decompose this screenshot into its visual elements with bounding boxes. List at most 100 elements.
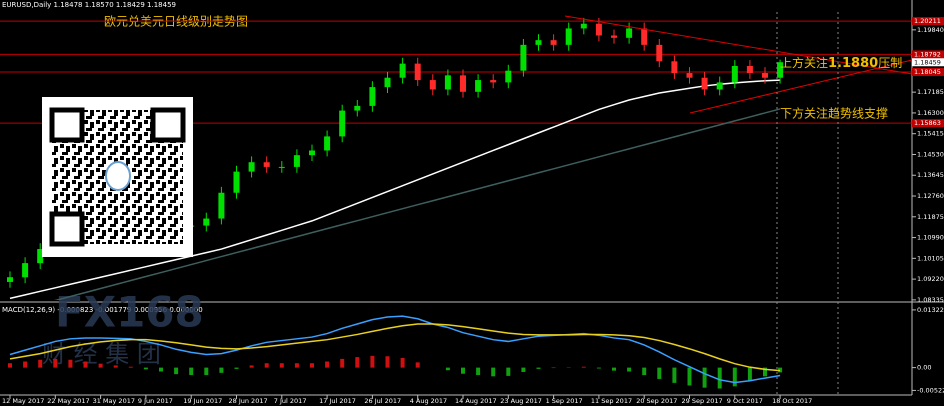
y-tick-label: 1.16300	[917, 109, 944, 117]
y-tick-label: 1.15415	[917, 130, 944, 138]
x-tick-label: 20 Sep 2017	[636, 397, 677, 405]
trendline	[689, 59, 913, 114]
watermark-text: 财 经 集 团	[42, 340, 161, 368]
last-price-label: 1.18459	[914, 58, 941, 66]
x-tick-label: 1 Sep 2017	[546, 397, 583, 405]
histogram-bar	[732, 367, 737, 387]
candle-body	[218, 192, 225, 219]
y-tick-label: 1.11875	[917, 213, 944, 221]
histogram-bar	[400, 358, 405, 368]
histogram-bar	[536, 367, 541, 369]
candle-body	[414, 63, 421, 81]
candle-body	[384, 77, 391, 88]
histogram-bar	[189, 367, 194, 376]
histogram-bar	[264, 363, 269, 368]
candle-body	[686, 73, 693, 78]
x-tick-label: 23 Aug 2017	[500, 397, 542, 405]
histogram-bar	[310, 363, 314, 368]
watermark-logo: FX168	[55, 288, 204, 337]
watermark: FX168 财 经 集 团	[42, 288, 204, 369]
histogram-bar	[219, 367, 224, 373]
candle-body	[444, 75, 451, 90]
histogram-bar	[581, 366, 586, 368]
candle-body	[520, 44, 527, 71]
x-tick-label: 7 Jul 2017	[274, 397, 307, 405]
candle-body	[399, 63, 406, 78]
histogram-bar	[491, 367, 496, 377]
y-tick-label: 1.13645	[917, 171, 944, 179]
histogram-bar	[687, 367, 692, 386]
qr-finder	[49, 107, 85, 143]
histogram-bar	[445, 367, 450, 371]
level-label-box	[912, 119, 944, 128]
y-tick-label: 1.14530	[917, 150, 944, 158]
candle-body	[324, 136, 331, 151]
last-price-box	[912, 58, 944, 67]
x-tick-label: 22 May 2017	[47, 397, 89, 405]
y-tick-label: 0.00	[917, 364, 931, 372]
annotation-text: 压制	[878, 56, 902, 70]
level-label: 1.20211	[914, 17, 941, 25]
histogram-bar	[8, 363, 12, 368]
candle-body	[203, 218, 210, 226]
x-tick-label: 28 Jun 2017	[229, 397, 268, 405]
candle-body	[429, 80, 436, 90]
level-label-box	[912, 67, 944, 76]
candle-body	[626, 28, 633, 38]
candle-body	[339, 110, 346, 137]
trendline	[564, 15, 913, 75]
histogram-bar	[113, 365, 118, 368]
candle-body	[7, 277, 13, 282]
y-tick-label: 1.10990	[917, 234, 944, 242]
y-tick-label: 1.10105	[917, 254, 944, 262]
x-tick-label: 31 May 2017	[93, 397, 135, 405]
x-tick-label: 9 Jun 2017	[138, 397, 173, 405]
y-tick-label: 1.09220	[917, 275, 944, 283]
histogram-bar	[385, 356, 390, 368]
candle-body	[263, 162, 270, 167]
histogram-bar	[159, 367, 163, 372]
y-tick-label: 1.17185	[917, 88, 944, 96]
x-tick-label: 17 Jul 2017	[319, 397, 356, 405]
histogram-bar	[521, 367, 526, 372]
x-tick-label: 4 Aug 2017	[410, 397, 448, 405]
histogram-bar	[717, 367, 722, 389]
x-tick-label: 11 Sep 2017	[591, 397, 632, 405]
x-tick-label: 14 Aug 2017	[455, 397, 497, 405]
y-tick-label: 1.08335	[917, 296, 944, 304]
histogram-bar	[249, 365, 254, 368]
annotation: 下方关注趋势线支撑	[780, 106, 888, 121]
level-label-box	[912, 50, 944, 59]
candle-body	[716, 82, 723, 90]
histogram-bar	[627, 367, 632, 372]
candle-body	[233, 171, 240, 193]
candle-body	[580, 23, 587, 29]
candle-body	[611, 35, 617, 38]
y-tick-label: 1.19840	[917, 26, 944, 34]
histogram-bar	[702, 367, 707, 388]
histogram-bar	[83, 361, 88, 368]
histogram-bar	[143, 367, 148, 370]
ma-line	[9, 323, 781, 372]
symbol-header: EURUSD,Daily 1.18478 1.18570 1.18429 1.1…	[2, 1, 176, 9]
x-tick-label: 26 Jul 2017	[364, 397, 401, 405]
histogram-bar	[355, 357, 360, 368]
histogram-bar	[642, 367, 647, 376]
candle-body	[278, 166, 285, 168]
histogram-bar	[415, 362, 420, 368]
macd-panel	[8, 315, 783, 389]
histogram-bar	[506, 367, 511, 376]
level-label: 1.18045	[914, 68, 941, 76]
histogram-bar	[38, 359, 43, 368]
candle-body	[248, 162, 255, 172]
y-tick-label: -0.005227	[917, 386, 944, 394]
candle-body	[22, 263, 29, 278]
level-label: 1.15863	[914, 119, 941, 127]
candle-body	[535, 40, 542, 45]
candle-body	[731, 65, 738, 83]
y-tick-label: 0.013228	[917, 306, 944, 314]
histogram-bar	[747, 367, 752, 382]
candle-body	[354, 105, 361, 111]
